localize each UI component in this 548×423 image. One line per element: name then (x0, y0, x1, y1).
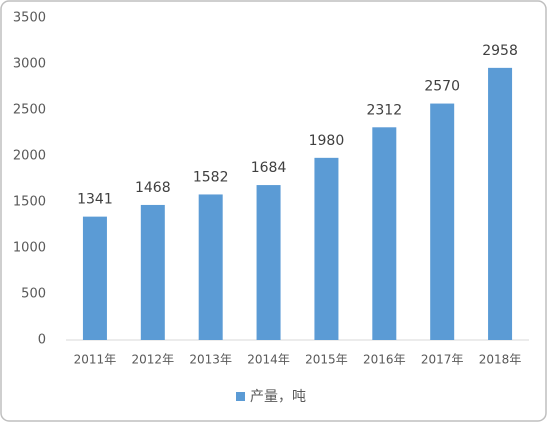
data-label: 1582 (193, 169, 229, 185)
data-label: 2570 (424, 79, 460, 95)
x-tick-label: 2015年 (305, 353, 348, 367)
y-tick-label: 3000 (13, 57, 46, 72)
bar (314, 157, 339, 340)
x-tick-label: 2017年 (421, 353, 464, 367)
bar (430, 103, 455, 340)
data-label: 1980 (309, 133, 345, 149)
y-tick-label: 2000 (13, 149, 46, 164)
x-tick-label: 2016年 (363, 353, 406, 367)
data-label: 1684 (251, 160, 287, 176)
y-tick-label: 1500 (13, 195, 46, 210)
x-tick-label: 2013年 (189, 353, 232, 367)
bar (82, 216, 107, 340)
x-tick-label: 2018年 (479, 353, 522, 367)
y-tick-label: 500 (21, 287, 46, 302)
bar (256, 185, 281, 340)
y-tick-label: 2500 (13, 103, 46, 118)
x-tick-label: 2011年 (74, 353, 117, 367)
bar (488, 67, 513, 340)
bar (372, 127, 397, 341)
x-tick-label: 2014年 (247, 353, 290, 367)
y-tick-label: 1000 (13, 241, 46, 256)
bar (198, 194, 223, 340)
y-tick-label: 0 (38, 333, 46, 348)
data-label: 1468 (135, 180, 171, 196)
data-label: 2312 (366, 102, 402, 118)
legend-label: 产量，吨 (250, 389, 306, 405)
data-label: 2958 (482, 43, 518, 59)
legend-swatch (236, 392, 245, 401)
y-tick-label: 3500 (13, 11, 46, 26)
x-tick-label: 2012年 (132, 353, 175, 367)
data-label: 1341 (77, 192, 113, 208)
bar (140, 204, 165, 340)
